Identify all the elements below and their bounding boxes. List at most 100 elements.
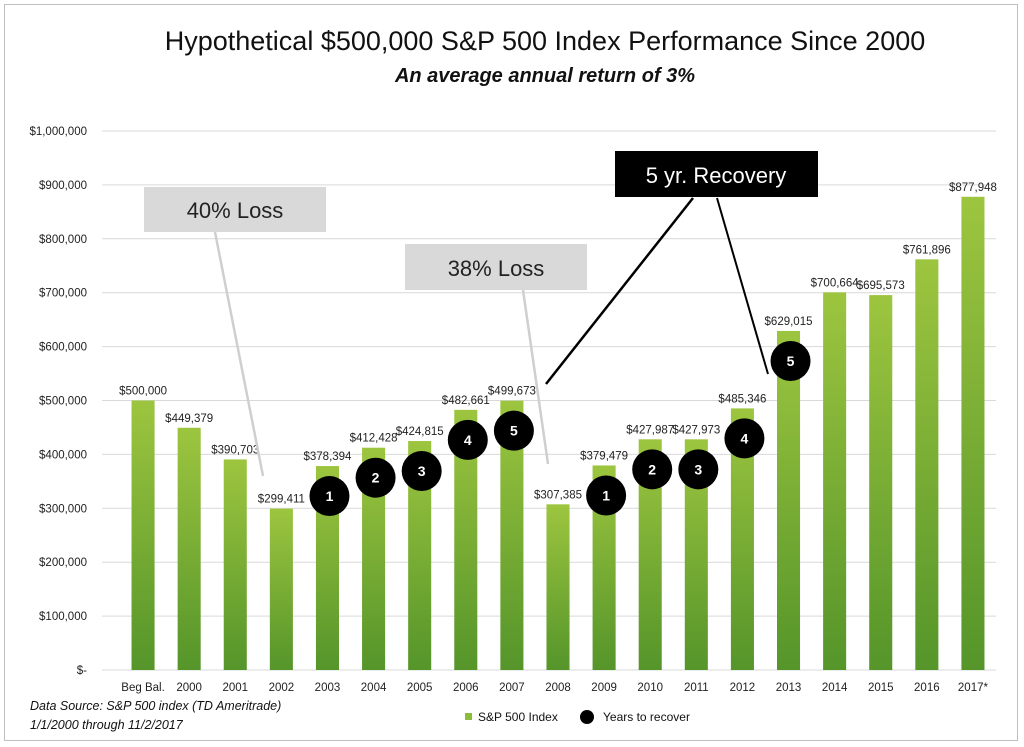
x-tick-label: 2013 xyxy=(776,682,802,694)
recovery-marker: 5 xyxy=(770,340,811,381)
bar xyxy=(777,330,801,670)
legend-marker-swatch xyxy=(580,710,594,724)
x-tick-label: 2012 xyxy=(730,682,756,694)
loss-2-leader xyxy=(521,289,550,465)
recovery-marker-label: 5 xyxy=(787,353,795,369)
data-label: $695,573 xyxy=(857,280,905,292)
bar xyxy=(638,439,662,670)
x-tick-label: 2003 xyxy=(315,682,341,694)
recovery-marker-label: 2 xyxy=(372,470,380,486)
legend: S&P 500 Index Years to recover xyxy=(465,710,690,724)
data-label: $390,703 xyxy=(211,444,259,456)
recovery-markers: 1 2 3 4 5 1 2 3 4 5 xyxy=(309,340,811,517)
x-tick-label: 2017* xyxy=(958,682,989,694)
loss-1-callout: 40% Loss xyxy=(144,187,326,232)
data-label: $500,000 xyxy=(119,386,167,398)
recovery-marker-circle xyxy=(632,449,673,490)
x-tick-label: 2010 xyxy=(637,682,663,694)
recovery-marker-circle xyxy=(724,418,765,459)
data-label: $412,428 xyxy=(350,433,398,445)
recovery-marker-circle xyxy=(401,451,442,492)
x-tick-label: Beg Bal. xyxy=(121,682,164,694)
recovery-marker: 3 xyxy=(401,451,442,492)
x-tick-label: 2004 xyxy=(361,682,387,694)
y-tick-label: $500,000 xyxy=(39,396,87,408)
source-note: Data Source: S&P 500 index (TD Ameritrad… xyxy=(30,699,281,713)
x-tick-label: 2006 xyxy=(453,682,479,694)
recovery-marker-label: 4 xyxy=(464,432,472,448)
bar xyxy=(315,466,339,670)
gridlines xyxy=(102,130,996,671)
data-label: $299,411 xyxy=(258,494,305,506)
bar xyxy=(546,504,570,670)
recovery-marker-circle xyxy=(447,419,488,460)
loss-1-leader xyxy=(213,231,265,477)
chart-title: Hypothetical $500,000 S&P 500 Index Perf… xyxy=(165,26,926,56)
loss-2-callout-text: 38% Loss xyxy=(448,256,545,281)
loss-1-callout-box xyxy=(144,187,326,232)
y-tick-label: $900,000 xyxy=(39,180,87,192)
chart-subtitle: An average annual return of 3% xyxy=(394,65,695,87)
recovery-leader-right xyxy=(716,197,769,375)
x-tick-label: 2000 xyxy=(176,682,202,694)
recovery-marker-circle xyxy=(586,475,627,516)
x-tick-label: 2011 xyxy=(684,682,709,694)
data-label: $307,385 xyxy=(534,489,582,501)
bar xyxy=(500,400,524,670)
recovery-marker-label: 4 xyxy=(741,430,749,446)
recovery-marker: 3 xyxy=(678,449,719,490)
recovery-marker: 4 xyxy=(447,419,488,460)
x-tick-label: 2007 xyxy=(499,682,525,694)
x-tick-label: 2014 xyxy=(822,682,848,694)
bar xyxy=(408,441,432,670)
bar xyxy=(362,447,386,670)
x-tick-label: 2005 xyxy=(407,682,433,694)
bar xyxy=(915,259,939,670)
data-label: $700,664 xyxy=(811,277,860,289)
legend-bar-swatch xyxy=(465,713,472,720)
x-tick-label: 2002 xyxy=(269,682,295,694)
data-labels: $500,000 $449,379 $390,703 $299,411 $378,394… xyxy=(119,182,997,506)
x-tick-label: 2008 xyxy=(545,682,571,694)
data-label: $424,815 xyxy=(396,426,444,438)
recovery-marker: 4 xyxy=(724,418,765,459)
recovery-marker: 1 xyxy=(586,475,627,516)
data-label: $449,379 xyxy=(165,413,213,425)
recovery-marker: 2 xyxy=(355,457,396,498)
data-label: $379,479 xyxy=(580,450,628,462)
data-label: $482,661 xyxy=(442,395,490,407)
bar xyxy=(823,292,847,670)
recovery-marker-circle xyxy=(309,476,350,517)
y-axis-ticks: $- $100,000 $200,000 $300,000 $400,000 $500,0… xyxy=(29,126,87,677)
y-tick-label: $300,000 xyxy=(39,503,87,515)
y-tick-label: $700,000 xyxy=(39,288,87,300)
bar xyxy=(961,196,985,671)
recovery-callout-text: 5 yr. Recovery xyxy=(646,163,787,188)
legend-bar-label: S&P 500 Index xyxy=(478,710,558,724)
legend-marker-label: Years to recover xyxy=(603,710,690,724)
recovery-marker-label: 1 xyxy=(602,487,610,503)
data-label: $629,015 xyxy=(765,316,813,328)
y-tick-label: $200,000 xyxy=(39,557,87,569)
recovery-callout: 5 yr. Recovery xyxy=(615,151,818,197)
bar xyxy=(684,439,708,670)
loss-2-callout: 38% Loss xyxy=(405,244,587,290)
recovery-marker-circle xyxy=(770,340,811,381)
recovery-marker: 5 xyxy=(493,410,534,451)
data-label: $378,394 xyxy=(303,451,352,463)
bar xyxy=(131,400,155,670)
bar xyxy=(269,508,293,670)
loss-1-callout-text: 40% Loss xyxy=(187,198,284,223)
y-tick-label: $600,000 xyxy=(39,342,87,354)
callout-leaders xyxy=(213,197,769,477)
y-tick-label: $100,000 xyxy=(39,611,87,623)
data-label: $427,973 xyxy=(672,424,720,436)
x-tick-label: 2015 xyxy=(868,682,894,694)
recovery-marker: 2 xyxy=(632,449,673,490)
data-label: $499,673 xyxy=(488,386,536,398)
recovery-callout-box xyxy=(615,151,818,197)
recovery-marker-label: 3 xyxy=(694,461,702,477)
x-axis-ticks: Beg Bal. 2000 2001 2002 2003 2004 2005 2006 2007… xyxy=(121,682,988,694)
bar xyxy=(223,459,247,670)
bars xyxy=(131,196,985,671)
